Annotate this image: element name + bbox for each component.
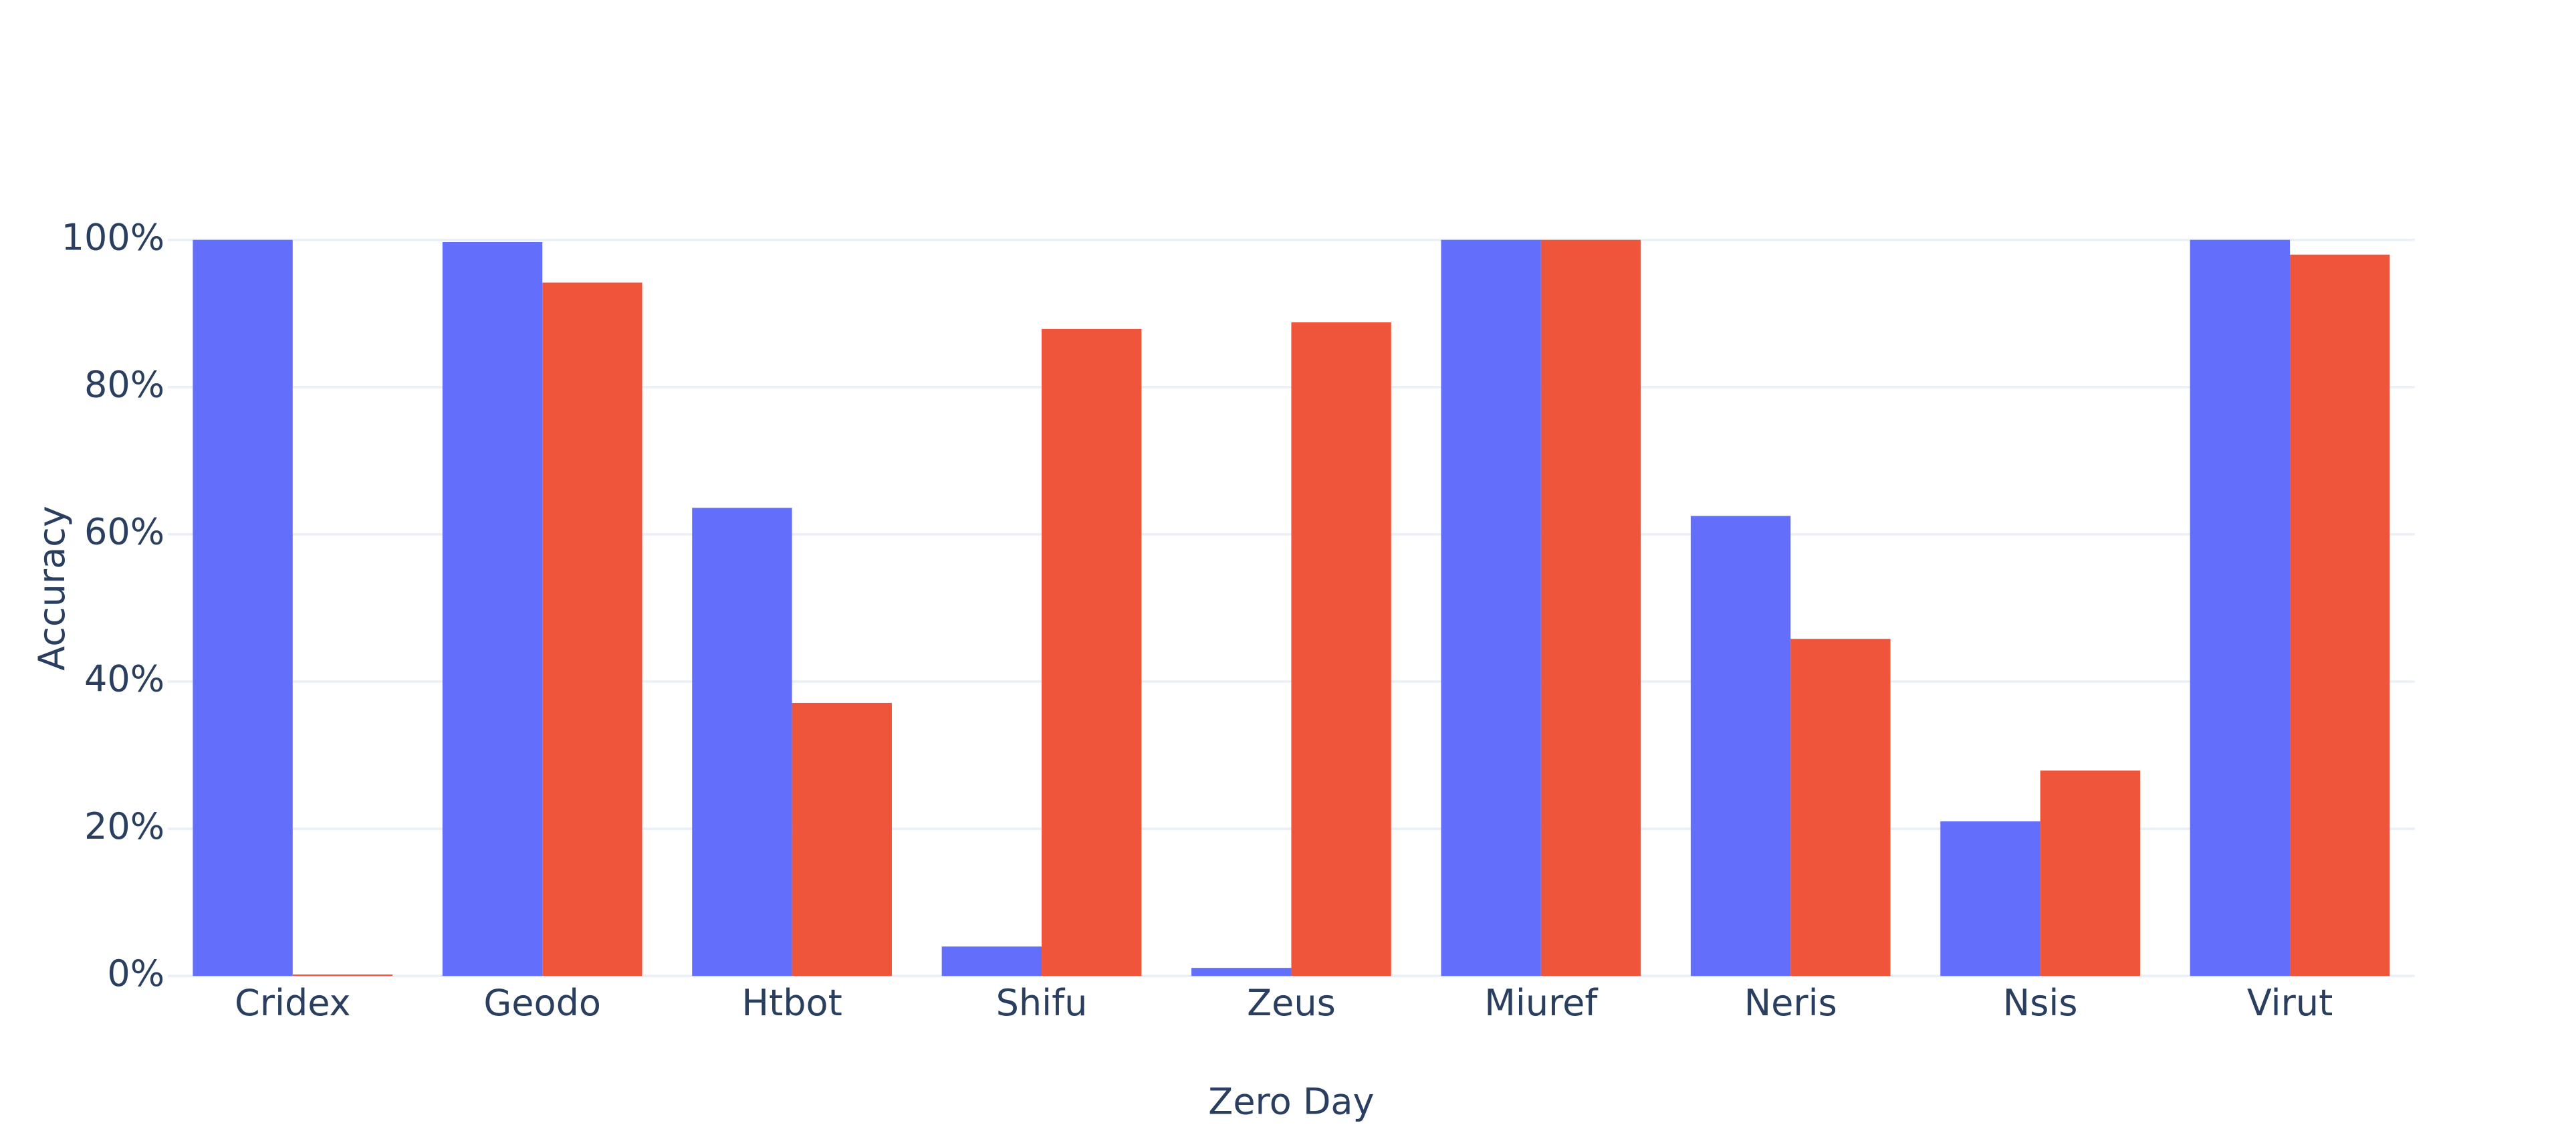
x-tick-label: Nsis	[2003, 982, 2078, 1024]
y-tick-label: 100%	[62, 216, 164, 258]
bar	[193, 239, 293, 976]
y-tick-label: 60%	[84, 511, 164, 553]
x-tick-label: Shifu	[996, 982, 1088, 1024]
x-tick-label: Virut	[2247, 982, 2333, 1024]
bar	[1540, 239, 1641, 976]
y-tick-label: 80%	[84, 363, 164, 405]
bar	[1940, 821, 2040, 976]
bar	[2190, 239, 2291, 976]
x-tick-label: Miuref	[1484, 982, 1599, 1024]
x-tick-label: Zeus	[1247, 982, 1336, 1024]
x-axis-title: Zero Day	[1208, 1081, 1374, 1123]
x-tick-label: Htbot	[741, 982, 842, 1024]
bar	[1690, 516, 1791, 976]
bar	[792, 702, 892, 976]
y-tick-label: 0%	[107, 952, 164, 995]
bar	[1441, 239, 1541, 976]
bar	[542, 282, 642, 976]
bar	[1291, 322, 1391, 976]
x-tick-label: Neris	[1744, 982, 1837, 1024]
bar	[292, 974, 393, 976]
y-tick-label: 20%	[84, 805, 164, 847]
bar	[2290, 254, 2390, 976]
bar	[941, 946, 1042, 976]
bar	[692, 508, 792, 976]
y-tick-label: 40%	[84, 658, 164, 700]
bar	[1042, 328, 1142, 976]
bar	[442, 241, 543, 976]
x-tick-label: Geodo	[483, 982, 601, 1024]
bar	[1790, 639, 1891, 976]
bar	[2040, 770, 2141, 976]
x-tick-label: Cridex	[235, 982, 351, 1024]
bar	[1191, 968, 1292, 976]
y-axis-title: Accuracy	[31, 506, 73, 671]
